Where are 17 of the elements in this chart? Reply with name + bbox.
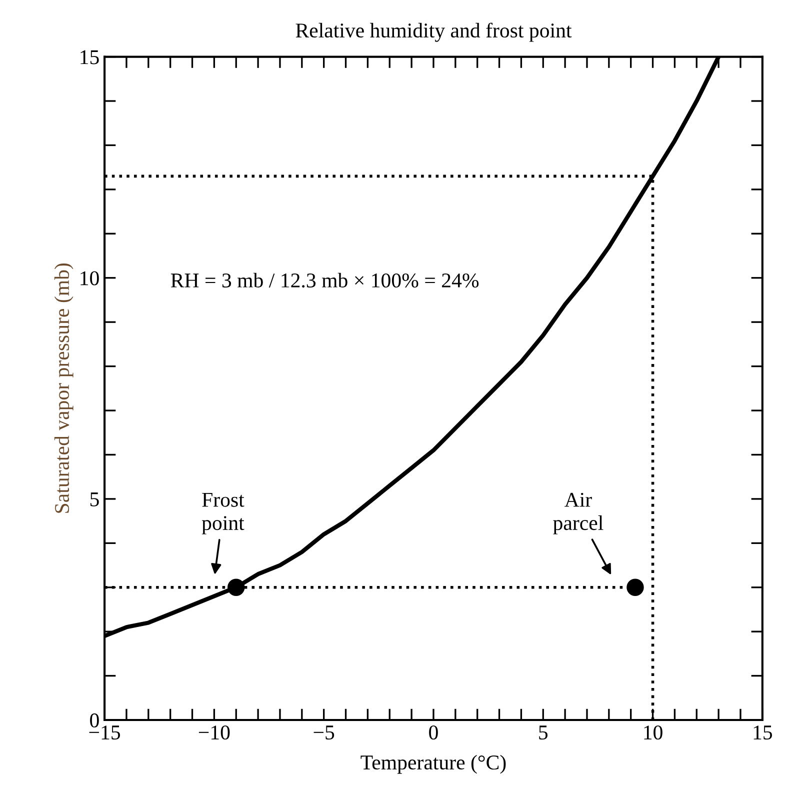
y-tick-label: 5 bbox=[90, 492, 99, 506]
y-axis-title: Saturated vapor pressure (mb) bbox=[54, 263, 74, 513]
y-tick-label: 10 bbox=[80, 271, 99, 286]
x-tick-label: 15 bbox=[754, 726, 772, 740]
x-axis-title: Temperature (°C) bbox=[360, 754, 506, 774]
y-tick-label: 0 bbox=[90, 713, 99, 728]
chart-title: Relative humidity and frost point bbox=[296, 22, 572, 42]
annotation: RH = 3 mb / 12.3 mb × 100% = 24% bbox=[170, 272, 479, 288]
x-tick-label: 10 bbox=[644, 725, 662, 740]
y-tick-label: 15 bbox=[80, 50, 99, 64]
annotation: Air parcel bbox=[553, 492, 604, 534]
x-tick-label: −10 bbox=[198, 725, 230, 740]
x-tick-label: −5 bbox=[314, 726, 334, 740]
x-tick-label: 0 bbox=[429, 725, 438, 740]
x-tick-label: −15 bbox=[89, 726, 120, 740]
x-tick-label: 5 bbox=[539, 726, 548, 740]
annotation: Frost point bbox=[202, 492, 244, 534]
